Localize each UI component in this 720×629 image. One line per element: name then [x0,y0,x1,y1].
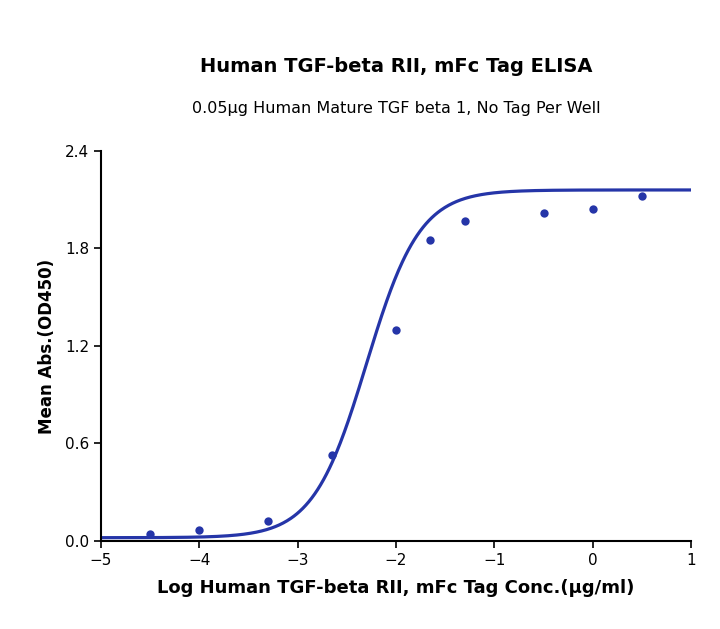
Y-axis label: Mean Abs.(OD450): Mean Abs.(OD450) [38,259,56,433]
X-axis label: Log Human TGF-beta RII, mFc Tag Conc.(μg/ml): Log Human TGF-beta RII, mFc Tag Conc.(μg… [157,579,635,597]
Text: 0.05μg Human Mature TGF beta 1, No Tag Per Well: 0.05μg Human Mature TGF beta 1, No Tag P… [192,101,600,116]
Text: Human TGF-beta RII, mFc Tag ELISA: Human TGF-beta RII, mFc Tag ELISA [199,57,593,75]
